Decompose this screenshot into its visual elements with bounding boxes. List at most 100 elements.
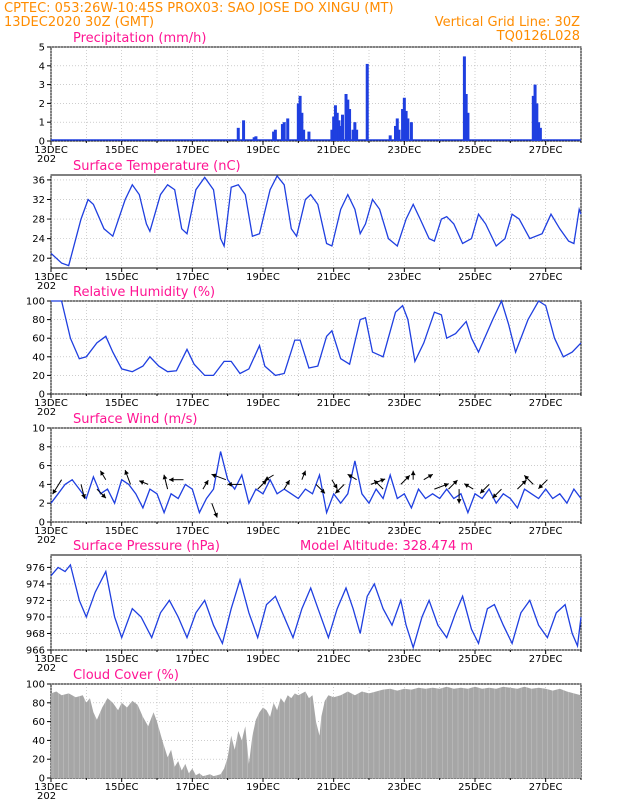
precip-bar [537, 122, 541, 141]
pressure-xtick-label: 21DEC [317, 654, 351, 665]
precip-bar [341, 114, 344, 141]
pressure-title: Surface Pressure (hPa) [73, 539, 220, 554]
wind-vector-head [464, 483, 470, 488]
wind-vector-head [81, 494, 86, 499]
temp-ytick-label: 32 [32, 195, 45, 206]
cloud-ytick-label: 0 [39, 774, 45, 785]
precip-bar [344, 94, 348, 141]
rh-year-stub: 202 [37, 407, 56, 418]
precip-bar [397, 129, 401, 141]
cloud-xtick-label: 23DEC [387, 782, 421, 793]
wind-vector-head [452, 480, 458, 485]
rh-xtick-label: 25DEC [458, 398, 492, 409]
pressure-line [50, 563, 582, 650]
temp-ytick-label: 28 [32, 215, 45, 226]
temp-title: Surface Temperature (nC) [73, 159, 241, 174]
panel-wind: 0 2 4 6 8 10 13DEC 15DEC 17DEC 19DEC 21DEC 23DEC 25D… [32, 412, 582, 546]
rh-xtick-label: 23DEC [387, 398, 421, 409]
wind-vector-head [162, 474, 168, 480]
wind-vector-head [169, 477, 174, 483]
temp-xtick-label: 21DEC [317, 272, 351, 283]
precip-bar [351, 129, 355, 141]
temp-ytick-label: 24 [32, 234, 45, 245]
panel-temp: 20 24 28 32 36 13DEC 15DEC 17DEC 19DEC 21DEC 23DEC… [32, 159, 582, 292]
wind-vector-head [333, 483, 338, 489]
wind-vector-head [285, 480, 290, 486]
wind-ytick-label: 2 [39, 499, 45, 510]
precip-frame [50, 46, 582, 142]
wind-vector-head [374, 480, 379, 485]
rh-ytick-label: 40 [32, 352, 45, 363]
temp-xtick-label: 25DEC [458, 272, 492, 283]
precip-xtick-label: 13DEC [34, 145, 68, 156]
pressure-ytick-label: 966 [26, 646, 45, 657]
precip-ytick-label: 3 [39, 80, 45, 91]
precip-bar [236, 127, 240, 141]
rh-xtick-label: 13DEC [34, 398, 68, 409]
precip-bar [531, 95, 535, 141]
cloud-title: Cloud Cover (%) [73, 668, 179, 683]
wind-vector-head [538, 483, 544, 489]
wind-xtick-label: 23DEC [387, 526, 421, 537]
wind-xtick-label: 21DEC [317, 526, 351, 537]
panels: 0 1 2 3 4 5 13DEC 15DEC 17DEC 19DEC 21DEC 23DEC 25DE… [26, 31, 582, 800]
precip-ytick-label: 2 [39, 99, 45, 110]
wind-vector-head [380, 478, 386, 483]
precip-bar [242, 120, 246, 141]
wind-xtick-label: 15DEC [105, 526, 139, 537]
precip-bar [355, 129, 359, 141]
cloud-ytick-label: 100 [26, 680, 45, 691]
precip-bar [533, 84, 537, 141]
precip-bar [466, 112, 470, 141]
precip-xtick-label: 15DEC [105, 145, 139, 156]
temp-ytick-label: 36 [32, 175, 45, 186]
precip-bar [395, 118, 399, 141]
wind-vector-head [521, 480, 527, 485]
cloud-xtick-label: 21DEC [317, 782, 351, 793]
precip-xtick-label: 19DEC [246, 145, 280, 156]
precip-bar [535, 103, 539, 141]
precip-bar [307, 131, 311, 141]
precip-xtick-label: 21DEC [317, 145, 351, 156]
wind-ytick-label: 10 [32, 424, 45, 435]
temp-line [50, 174, 582, 267]
pressure-year-stub: 202 [37, 663, 56, 674]
wind-xtick-label: 27DEC [529, 526, 563, 537]
cloud-xtick-label: 13DEC [34, 782, 68, 793]
wind-vector-head [524, 475, 530, 481]
precip-xtick-label: 23DEC [387, 145, 421, 156]
precip-bar [302, 129, 306, 141]
cloud-ytick-label: 20 [32, 755, 45, 766]
temp-xtick-label: 15DEC [105, 272, 139, 283]
wind-vector-head [100, 470, 105, 476]
pressure-ytick-label: 968 [26, 629, 45, 640]
precip-bar [332, 116, 336, 141]
precip-xtick-label: 17DEC [175, 145, 209, 156]
precip-bar [538, 127, 542, 141]
temp-year-stub: 202 [37, 281, 56, 292]
pressure-ytick-label: 974 [26, 579, 45, 590]
wind-year-stub: 202 [37, 535, 56, 546]
pressure-xtick-label: 25DEC [458, 654, 492, 665]
precip-bar [300, 112, 304, 141]
wind-vector-head [492, 493, 498, 499]
wind-vector-head [301, 470, 307, 476]
wind-vector-head [320, 488, 325, 494]
cloud-ytick-label: 60 [32, 717, 45, 728]
precip-bar [298, 95, 302, 141]
wind-vector-head [335, 488, 341, 494]
rh-xtick-label: 21DEC [317, 398, 351, 409]
precip-bar [402, 97, 406, 141]
precip-bar [401, 109, 405, 141]
precip-bar [286, 118, 290, 141]
cloud-xtick-label: 15DEC [105, 782, 139, 793]
pressure-xtick-label: 13DEC [34, 654, 68, 665]
temp-xtick-label: 27DEC [529, 272, 563, 283]
cloud-xtick-label: 17DEC [175, 782, 209, 793]
pressure-xtick-label: 15DEC [105, 654, 139, 665]
wind-vector-head [427, 474, 433, 479]
precip-bar [282, 122, 286, 141]
temp-ytick-label: 20 [32, 254, 45, 265]
temp-frame [50, 174, 582, 269]
wind-frame [50, 427, 582, 523]
